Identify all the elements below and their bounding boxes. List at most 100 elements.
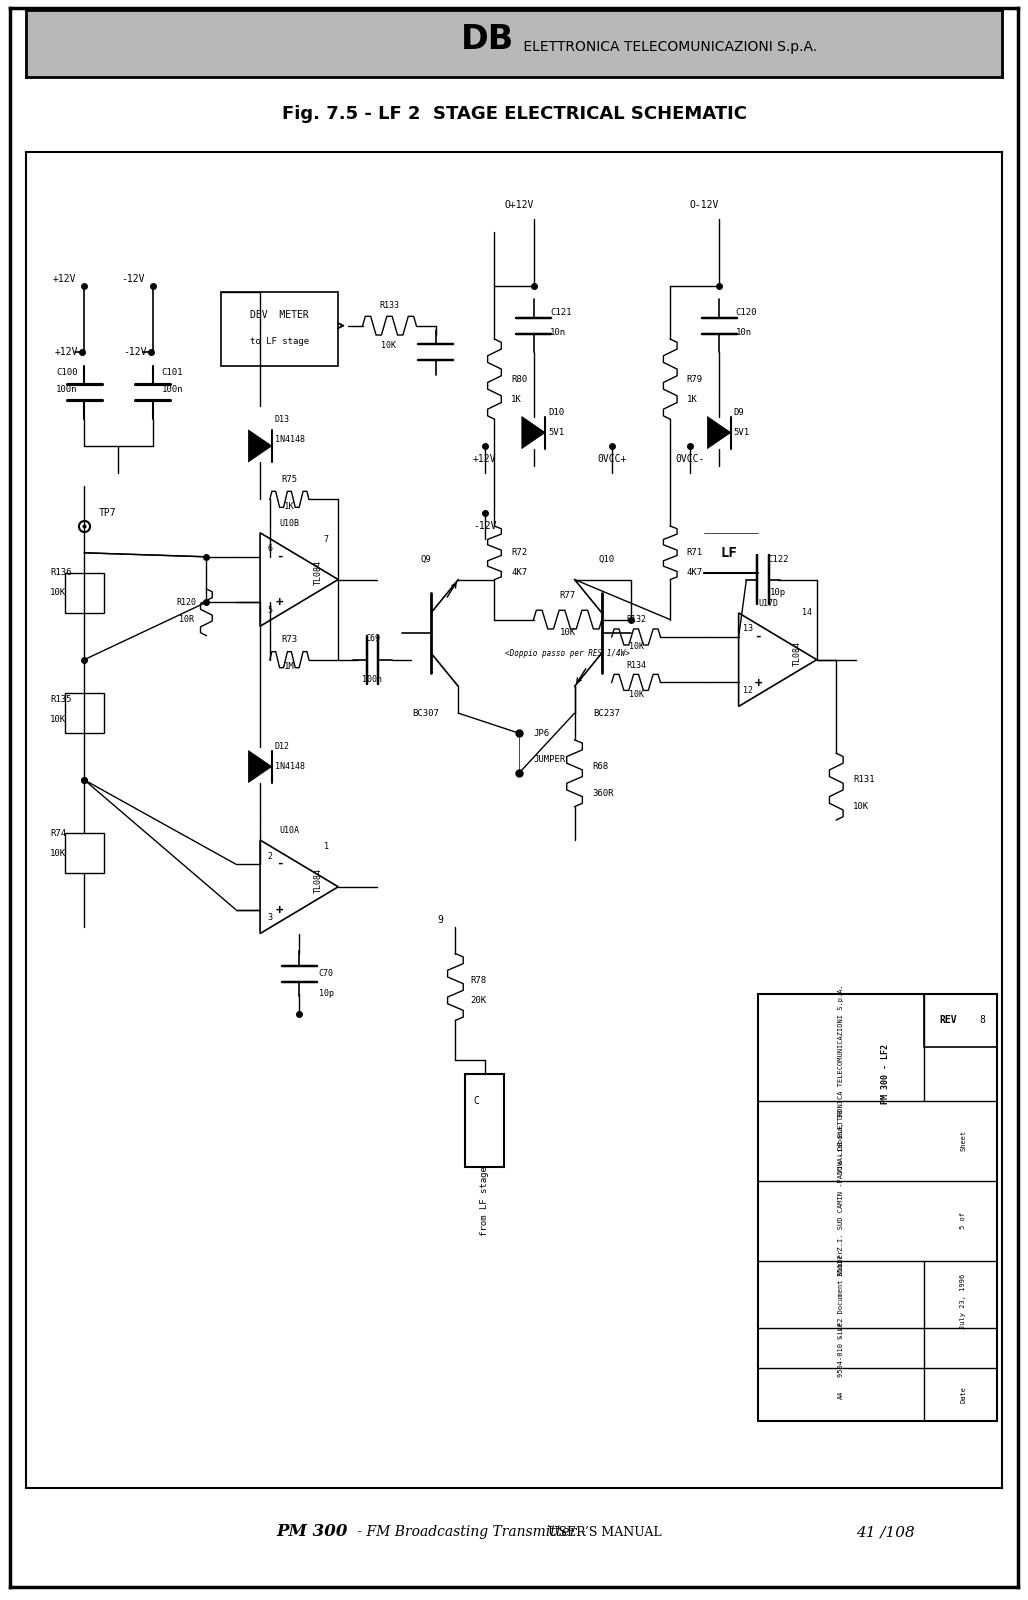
Text: 7: 7	[324, 534, 329, 544]
Text: R74: R74	[50, 829, 66, 838]
Text: 360R: 360R	[592, 789, 614, 798]
Text: 35127 Z.I. SUD CAMIN -PADOVA-: 35127 Z.I. SUD CAMIN -PADOVA-	[838, 1152, 844, 1275]
Text: -12V: -12V	[123, 347, 147, 357]
Text: 10K: 10K	[50, 715, 66, 725]
Text: C100: C100	[56, 368, 77, 378]
Text: C120: C120	[736, 307, 758, 317]
Text: -: -	[276, 550, 284, 563]
Text: C69: C69	[365, 634, 380, 643]
Text: 100n: 100n	[363, 675, 382, 685]
Text: R73: R73	[282, 635, 297, 645]
Polygon shape	[249, 430, 271, 462]
Text: 10K: 10K	[50, 850, 66, 858]
Text: TL084: TL084	[793, 640, 802, 666]
Text: LF: LF	[721, 546, 737, 560]
Text: C101: C101	[161, 368, 183, 378]
Text: O-12V: O-12V	[690, 200, 720, 211]
Text: C121: C121	[550, 307, 572, 317]
Text: 1K: 1K	[511, 395, 522, 403]
Text: 5: 5	[267, 606, 272, 614]
Text: TL084: TL084	[314, 867, 323, 893]
Text: 5V1: 5V1	[548, 429, 564, 437]
Text: U10B: U10B	[280, 518, 299, 528]
Text: 10p: 10p	[770, 589, 785, 597]
Text: BC307: BC307	[412, 709, 440, 718]
Text: R75: R75	[282, 475, 297, 483]
Text: REV: REV	[940, 1016, 957, 1026]
Text: 9504-010 - LF2: 9504-010 - LF2	[838, 1318, 844, 1378]
Text: 10K: 10K	[381, 341, 397, 350]
Text: TP7: TP7	[99, 507, 116, 518]
Text: DEV  METER: DEV METER	[250, 310, 309, 320]
Text: 1K: 1K	[687, 395, 698, 403]
Text: Via Lisbona, 38: Via Lisbona, 38	[838, 1109, 844, 1173]
Text: +: +	[755, 677, 762, 690]
Text: Q10: Q10	[598, 555, 615, 563]
Bar	[65, 693, 104, 733]
Bar	[924, 994, 997, 1046]
Text: 5 of: 5 of	[960, 1213, 966, 1229]
Text: R68: R68	[592, 762, 609, 771]
Text: +12V: +12V	[56, 347, 78, 357]
Text: Fig. 7.5 - LF 2  STAGE ELECTRICAL SCHEMATIC: Fig. 7.5 - LF 2 STAGE ELECTRICAL SCHEMAT…	[282, 104, 746, 123]
Text: D12: D12	[274, 742, 290, 750]
Text: 6: 6	[267, 544, 272, 554]
Text: DB: DB	[461, 24, 514, 56]
Text: 1: 1	[324, 842, 329, 851]
Text: Date: Date	[960, 1386, 966, 1403]
Text: R134: R134	[626, 661, 646, 669]
Text: 10K: 10K	[50, 589, 66, 597]
Text: 5V1: 5V1	[734, 429, 749, 437]
Text: 10K: 10K	[853, 802, 869, 811]
Text: -12V: -12V	[473, 522, 497, 531]
Text: JP6: JP6	[534, 728, 550, 738]
Bar	[65, 573, 104, 613]
Text: R71: R71	[687, 549, 703, 557]
Text: to LF stage: to LF stage	[250, 338, 309, 346]
Text: +: +	[276, 597, 284, 610]
Text: D9: D9	[734, 408, 744, 418]
Text: R133: R133	[379, 301, 399, 310]
Bar	[221, 293, 338, 366]
Text: U17D: U17D	[758, 598, 778, 608]
Text: A4: A4	[838, 1390, 844, 1398]
Text: 3: 3	[267, 914, 272, 922]
Text: -: -	[276, 858, 284, 870]
Text: C: C	[473, 1096, 479, 1106]
Text: 100n: 100n	[161, 386, 183, 394]
Text: 10K: 10K	[559, 629, 576, 637]
Bar	[465, 1074, 504, 1168]
Text: +12V: +12V	[473, 454, 497, 464]
Text: R79: R79	[687, 374, 703, 384]
Text: BC237: BC237	[593, 709, 620, 718]
Text: -: -	[755, 630, 762, 643]
Text: 1M: 1M	[284, 662, 295, 670]
Text: PM 300: PM 300	[277, 1523, 347, 1541]
Polygon shape	[249, 750, 271, 782]
Text: C122: C122	[767, 555, 788, 563]
Text: 1K: 1K	[284, 501, 295, 510]
Text: 9: 9	[438, 915, 444, 925]
Text: R136: R136	[50, 568, 72, 578]
Text: <Doppio passo per RES 1/4W>: <Doppio passo per RES 1/4W>	[506, 648, 630, 658]
Text: O+12V: O+12V	[504, 200, 534, 211]
Text: TL084: TL084	[314, 560, 323, 586]
Text: Size  Document Number: Size Document Number	[838, 1250, 844, 1339]
Text: Q9: Q9	[420, 555, 432, 563]
Text: 1N4148: 1N4148	[274, 435, 304, 443]
Text: 4K7: 4K7	[511, 568, 527, 578]
Text: 10R: 10R	[179, 614, 194, 624]
Text: July 23, 1996: July 23, 1996	[960, 1274, 966, 1328]
Text: R78: R78	[470, 976, 486, 986]
Text: R131: R131	[853, 776, 875, 784]
Text: 10n: 10n	[550, 328, 566, 338]
Bar	[65, 834, 104, 874]
Polygon shape	[522, 416, 545, 448]
Text: 14: 14	[802, 608, 812, 618]
Text: from LF stage: from LF stage	[480, 1166, 489, 1235]
Text: 10K: 10K	[628, 690, 644, 699]
Text: +12V: +12V	[53, 274, 76, 283]
Text: R120: R120	[177, 598, 196, 606]
Text: 10n: 10n	[736, 328, 751, 338]
Text: ELETTRONICA TELECOMUNICAZIONI S.p.A.: ELETTRONICA TELECOMUNICAZIONI S.p.A.	[519, 40, 817, 53]
